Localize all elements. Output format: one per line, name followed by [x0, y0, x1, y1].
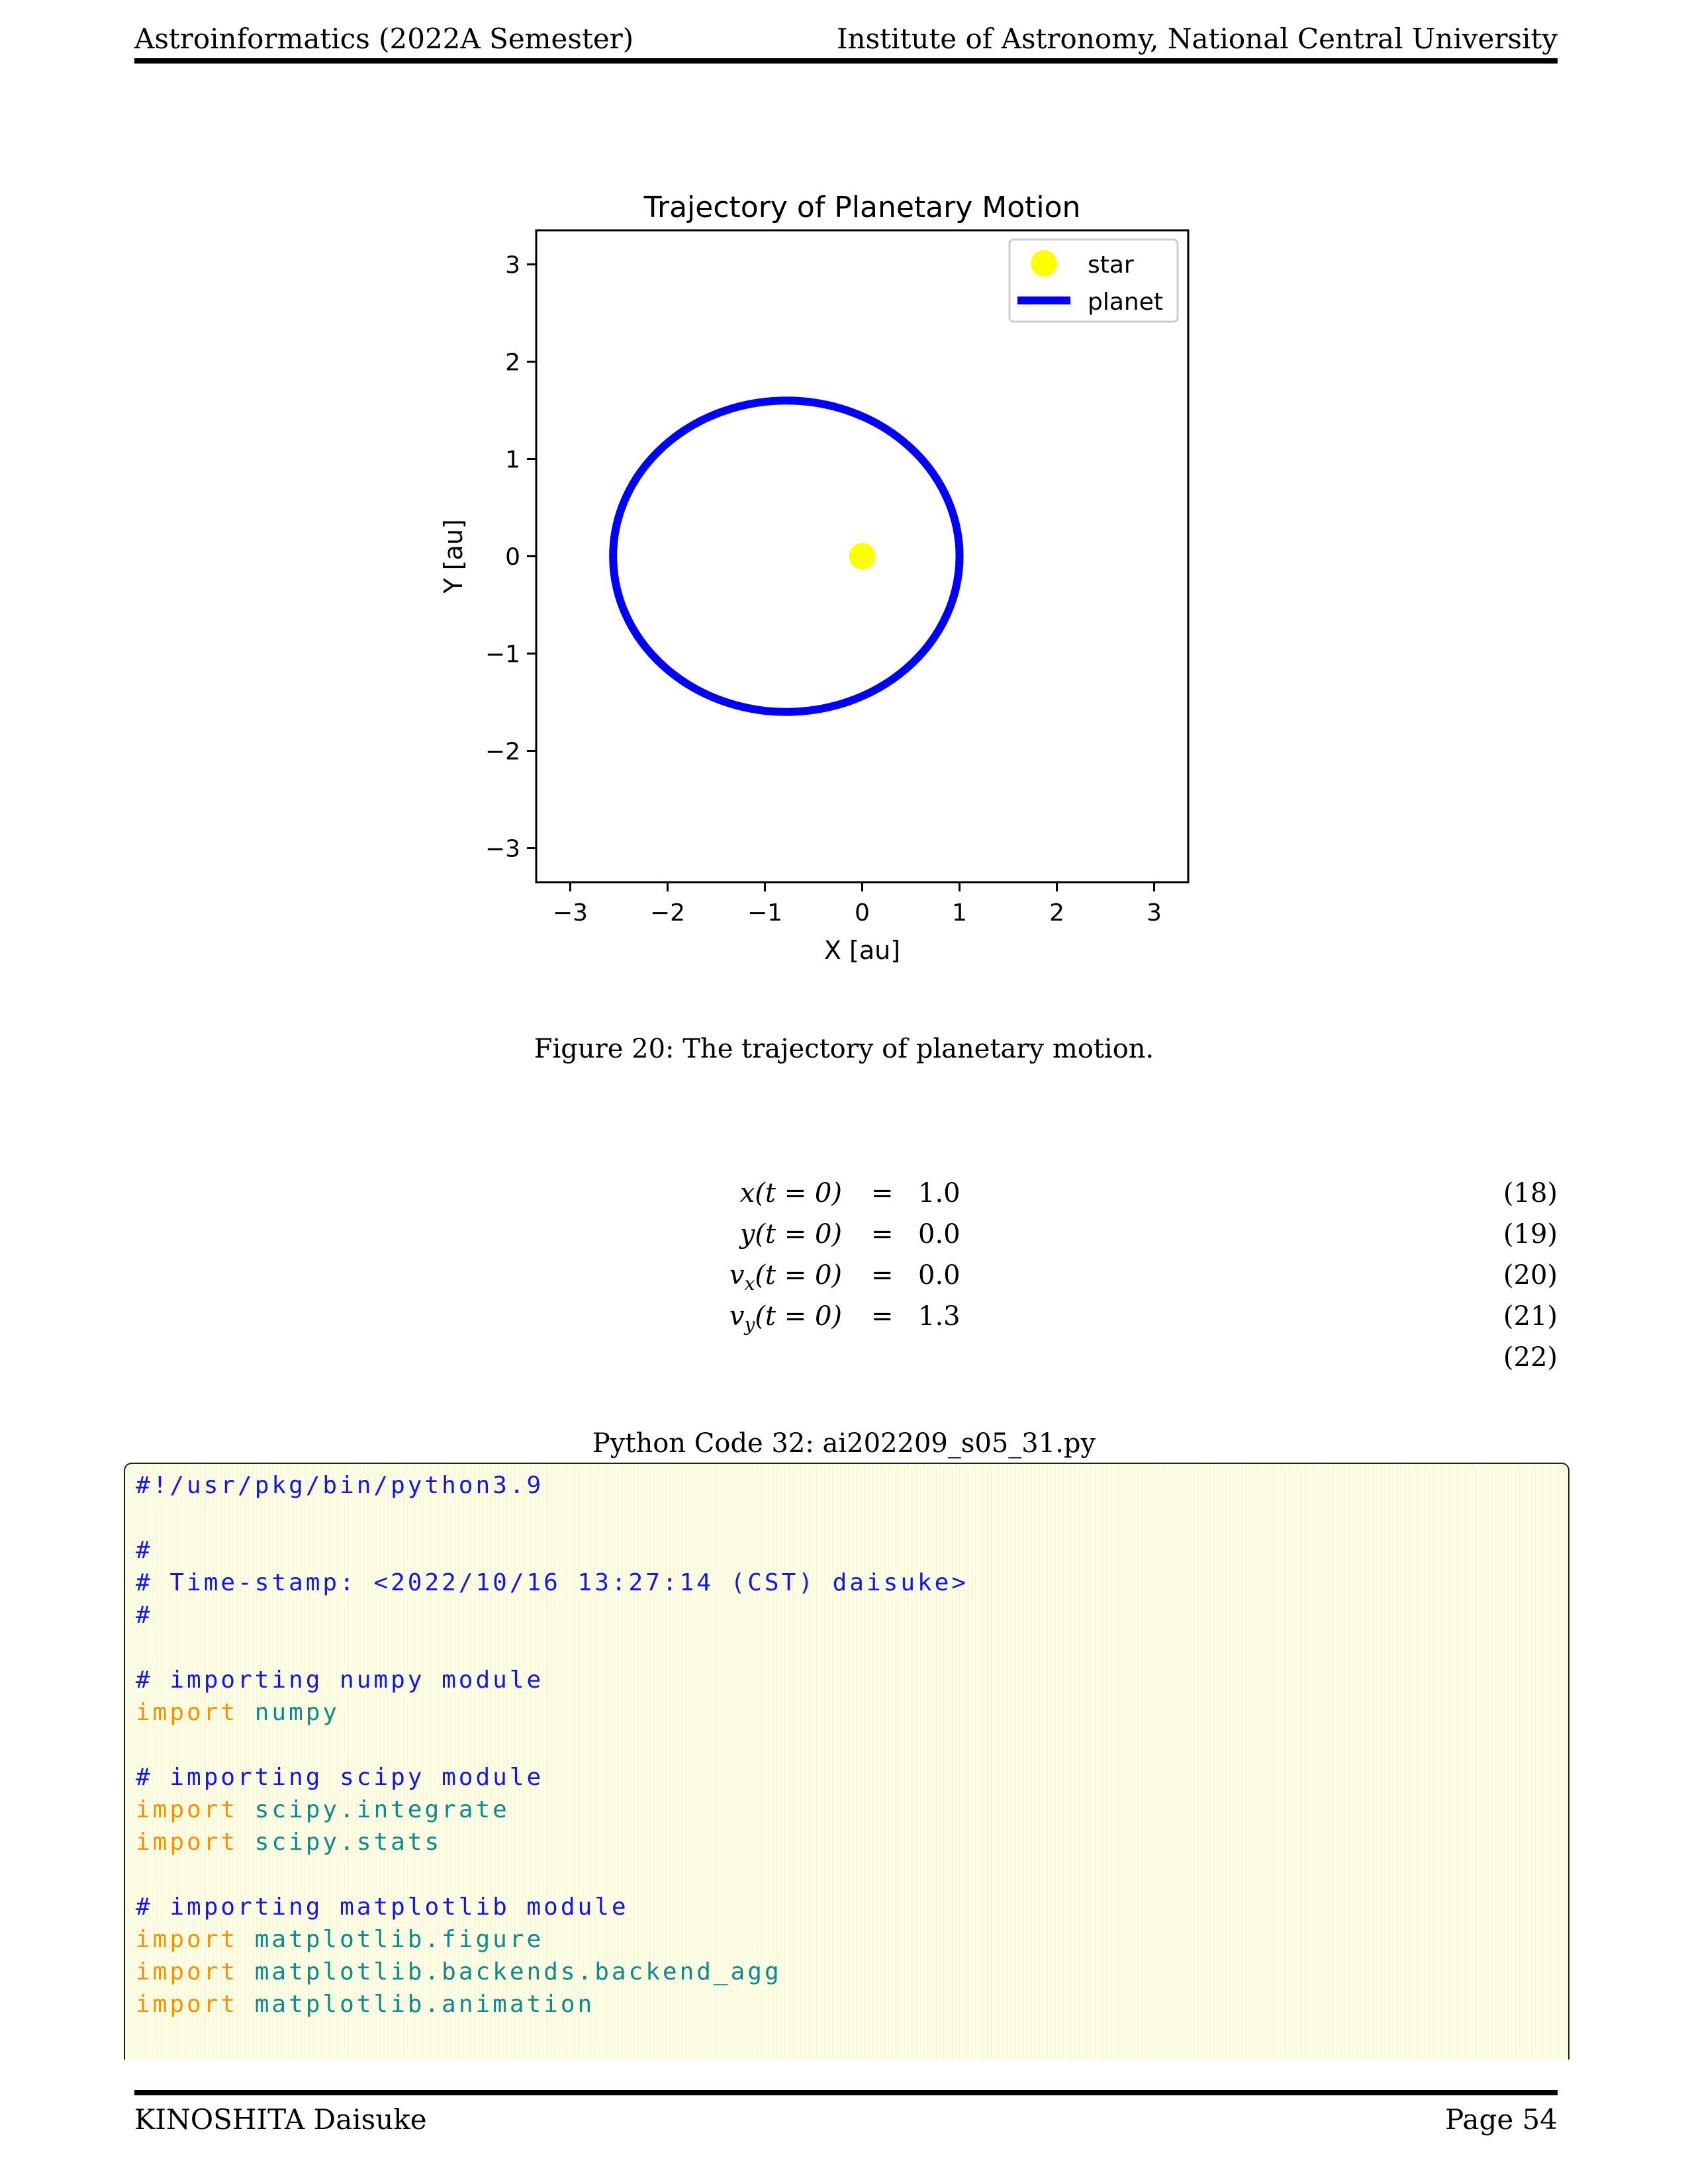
x-axis-label: X [au]: [824, 936, 900, 965]
y-tick-label: 0: [505, 544, 520, 571]
equation-row: vy(t = 0) = 1.3 (21): [0, 1301, 1688, 1342]
x-tick-label: −3: [553, 899, 588, 927]
equation-number: (22): [1503, 1342, 1558, 1373]
equation-rhs: 1.0: [918, 1178, 961, 1208]
equation-number: (20): [1503, 1260, 1558, 1291]
code-module: scipy.integrate: [254, 1796, 510, 1823]
footer-author: KINOSHITA Daisuke: [134, 2103, 427, 2136]
code-line-import: import scipy.integrate: [136, 1796, 510, 1829]
code-line-import: import matplotlib.animation: [136, 1991, 594, 2024]
code-keyword: import: [136, 1699, 238, 1726]
y-tick-label: 1: [505, 446, 520, 473]
header-course: Astroinformatics (2022A Semester): [134, 23, 634, 55]
code-listing: [124, 1463, 1570, 2060]
star-point: [849, 543, 876, 570]
trajectory-chart: Trajectory of Planetary Motion −3 −2 −1 0 1 2 3…: [439, 191, 1190, 965]
chart-title: Trajectory of Planetary Motion: [643, 191, 1081, 224]
x-tick-label: 2: [1049, 899, 1064, 927]
header-rule: [134, 58, 1558, 64]
code-line-import: import matplotlib.figure: [136, 1926, 543, 1959]
x-tick-label: 0: [855, 899, 870, 927]
x-tick-label: −1: [747, 899, 782, 927]
code-line-comment: # importing scipy module: [136, 1764, 544, 1791]
y-tick-label: 3: [505, 251, 520, 279]
code-module: numpy: [254, 1699, 340, 1726]
equation-op: =: [871, 1219, 894, 1250]
equation-rhs: 0.0: [918, 1219, 961, 1250]
equation-number: (21): [1503, 1301, 1558, 1332]
equation-row: (22): [0, 1342, 1688, 1383]
y-tick-label: −1: [485, 641, 520, 668]
equation-lhs: x(t = 0): [739, 1178, 842, 1208]
equation-row: x(t = 0) = 1.0 (18): [0, 1178, 1688, 1219]
y-tick-label: 2: [505, 349, 520, 376]
equation-rhs: 1.3: [918, 1301, 961, 1332]
code-keyword: import: [136, 1926, 238, 1953]
equation-op: =: [871, 1178, 894, 1208]
page-number: Page 54: [1445, 2103, 1558, 2136]
legend-star-marker: [1031, 250, 1057, 277]
code-module: matplotlib.backends.backend_agg: [254, 1958, 782, 1985]
code-line-import: import matplotlib.backends.backend_agg: [136, 1958, 782, 1991]
equation-number: (19): [1503, 1219, 1558, 1250]
running-header: Astroinformatics (2022A Semester) Instit…: [134, 23, 1558, 62]
y-axis-label: Y [au]: [439, 519, 468, 594]
code-line-timestamp: # Time-stamp: <2022/10/16 13:27:14 (CST)…: [136, 1569, 969, 1596]
equation-number: (18): [1503, 1178, 1558, 1208]
code-line-comment: #: [136, 1537, 153, 1564]
footer-rule: [134, 2090, 1558, 2095]
equation-lhs: vx(t = 0): [729, 1260, 842, 1295]
planet-orbit: [609, 396, 964, 716]
figure-caption: Figure 20: The trajectory of planetary m…: [534, 1034, 1154, 1064]
header-institute: Institute of Astronomy, National Central…: [836, 23, 1558, 55]
legend-star-label: star: [1088, 251, 1134, 279]
y-tick-label: −2: [485, 739, 520, 766]
code-line-import: import numpy: [136, 1699, 340, 1732]
code-module: matplotlib.animation: [254, 1991, 595, 2018]
code-line-comment: # importing numpy module: [136, 1666, 544, 1694]
code-keyword: import: [136, 1796, 238, 1823]
legend-planet-label: planet: [1088, 289, 1163, 316]
x-tick-label: −2: [650, 899, 685, 927]
code-keyword: import: [136, 1829, 238, 1856]
code-line-import: import scipy.stats: [136, 1829, 442, 1862]
code-module: matplotlib.figure: [254, 1926, 544, 1953]
equation-row: vx(t = 0) = 0.0 (20): [0, 1260, 1688, 1301]
code-line-shebang: #!/usr/pkg/bin/python3.9: [136, 1472, 544, 1499]
x-tick-label: 3: [1147, 899, 1162, 927]
code-caption: Python Code 32: ai202209_s05_31.py: [592, 1428, 1096, 1459]
code-keyword: import: [136, 1958, 238, 1985]
equation-lhs: vy(t = 0): [729, 1301, 842, 1336]
x-tick-label: 1: [952, 899, 967, 927]
equation-lhs: y(t = 0): [739, 1219, 842, 1250]
y-tick-label: −3: [485, 836, 520, 863]
equation-row: y(t = 0) = 0.0 (19): [0, 1219, 1688, 1260]
equation-op: =: [871, 1301, 894, 1332]
code-line-comment: #: [136, 1602, 153, 1629]
equation-rhs: 0.0: [918, 1260, 961, 1291]
code-line-comment: # importing matplotlib module: [136, 1893, 629, 1921]
code-keyword: import: [136, 1991, 238, 2018]
equation-op: =: [871, 1260, 894, 1291]
code-module: scipy.stats: [254, 1829, 442, 1856]
